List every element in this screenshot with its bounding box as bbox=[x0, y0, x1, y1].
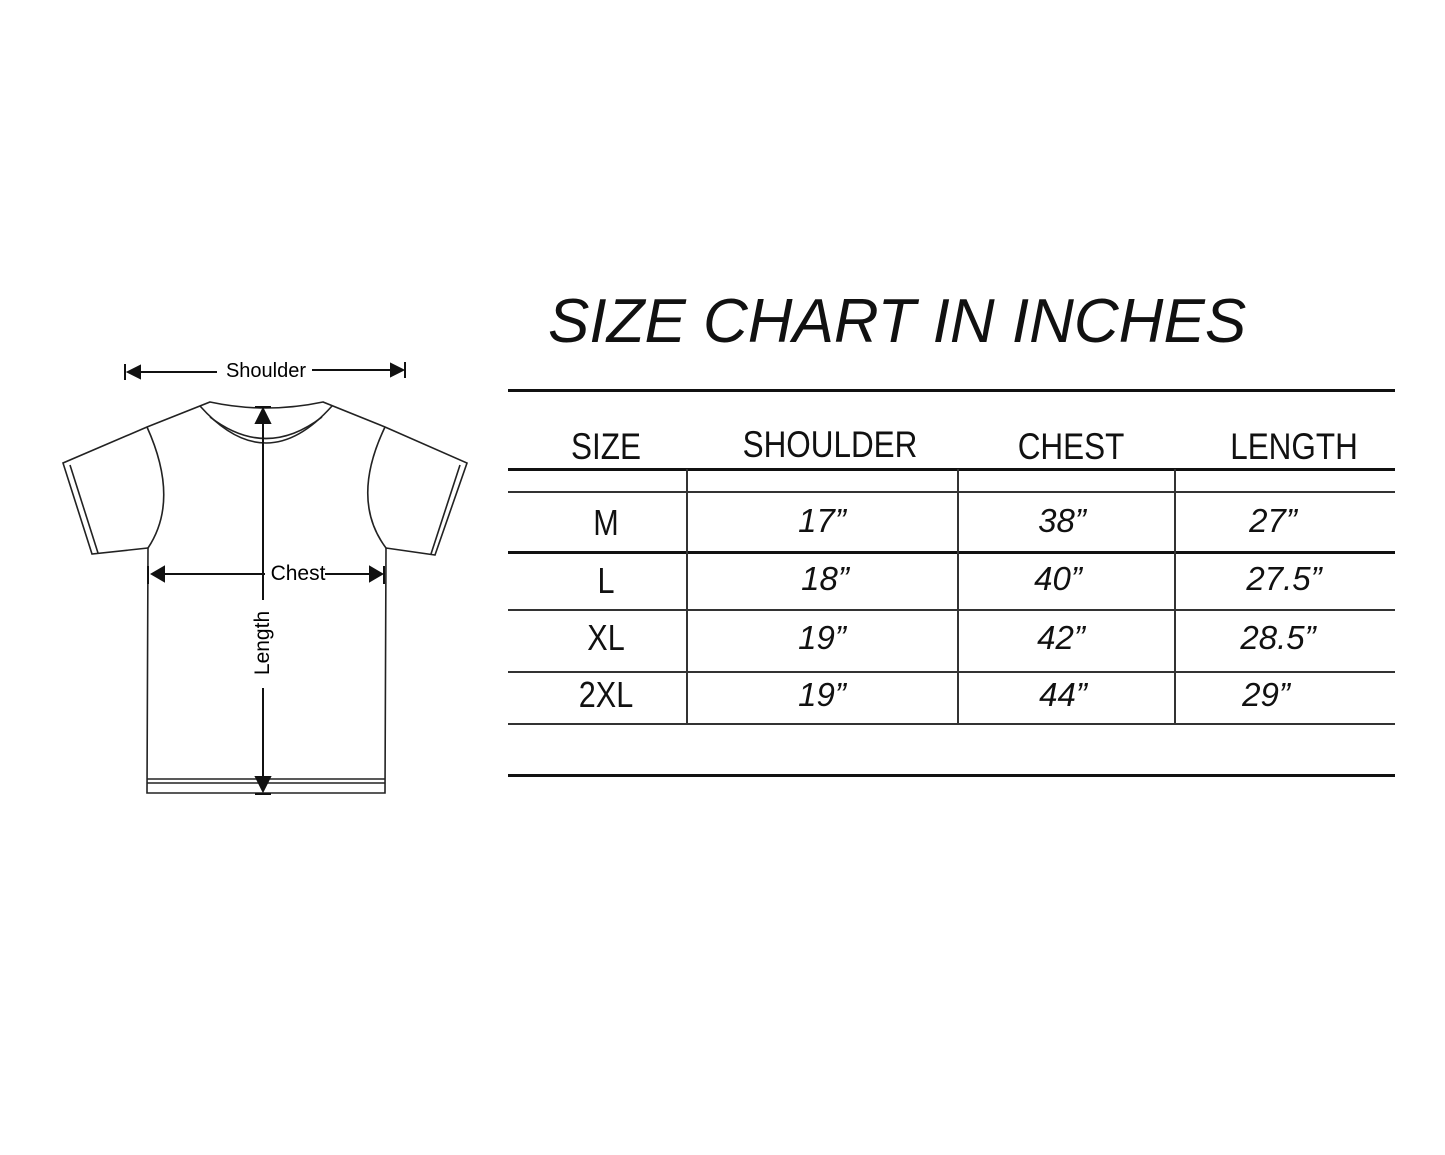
chest-cell: 42” bbox=[1037, 619, 1085, 656]
size-cell: M bbox=[593, 502, 619, 543]
divider bbox=[508, 551, 1395, 554]
header-shoulder: SHOULDER bbox=[742, 424, 918, 465]
length-label: Length bbox=[251, 611, 274, 675]
column-divider bbox=[957, 469, 959, 724]
length-arrow bbox=[254, 406, 272, 795]
size-cell: L bbox=[597, 560, 615, 601]
length-cell: 29” bbox=[1242, 676, 1290, 713]
shoulder-label: Shoulder bbox=[226, 360, 306, 382]
length-cell: 27.5” bbox=[1246, 560, 1322, 597]
collar-inner bbox=[209, 416, 323, 440]
chest-cell: 44” bbox=[1039, 676, 1087, 713]
divider bbox=[508, 671, 1395, 673]
divider bbox=[508, 468, 1395, 471]
shoulder-cell: 19” bbox=[798, 619, 846, 656]
divider bbox=[508, 389, 1395, 392]
length-cell: 27” bbox=[1249, 502, 1297, 539]
divider bbox=[508, 774, 1395, 777]
divider bbox=[508, 491, 1395, 493]
divider bbox=[508, 723, 1395, 725]
chest-label: Chest bbox=[271, 562, 326, 585]
size-cell: XL bbox=[587, 617, 625, 658]
chest-cell: 40” bbox=[1034, 560, 1082, 597]
chest-arrow bbox=[147, 565, 385, 584]
tshirt-outline bbox=[62, 401, 468, 794]
header-size: SIZE bbox=[571, 426, 641, 467]
divider bbox=[508, 609, 1395, 611]
page-title: SIZE CHART IN INCHES bbox=[548, 287, 1247, 356]
length-cell: 28.5” bbox=[1240, 619, 1316, 656]
tshirt-diagram: Shoulder Chest Length bbox=[62, 360, 468, 795]
shoulder-arrow bbox=[124, 362, 406, 380]
chest-cell: 38” bbox=[1038, 502, 1086, 539]
column-divider bbox=[686, 469, 688, 724]
shoulder-cell: 18” bbox=[801, 560, 849, 597]
size-cell: 2XL bbox=[578, 674, 634, 715]
column-divider bbox=[1174, 469, 1176, 724]
shoulder-cell: 17” bbox=[798, 502, 846, 539]
header-length: LENGTH bbox=[1230, 426, 1358, 467]
shoulder-cell: 19” bbox=[798, 676, 846, 713]
header-chest: CHEST bbox=[1017, 426, 1125, 467]
